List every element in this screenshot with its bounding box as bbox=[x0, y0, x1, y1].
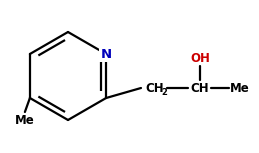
Text: Me: Me bbox=[15, 114, 35, 127]
Text: CH: CH bbox=[146, 82, 164, 95]
Text: CH: CH bbox=[191, 82, 209, 95]
Text: Me: Me bbox=[230, 82, 250, 95]
Text: N: N bbox=[100, 47, 112, 60]
Text: OH: OH bbox=[190, 52, 210, 65]
Text: 2: 2 bbox=[161, 88, 167, 97]
